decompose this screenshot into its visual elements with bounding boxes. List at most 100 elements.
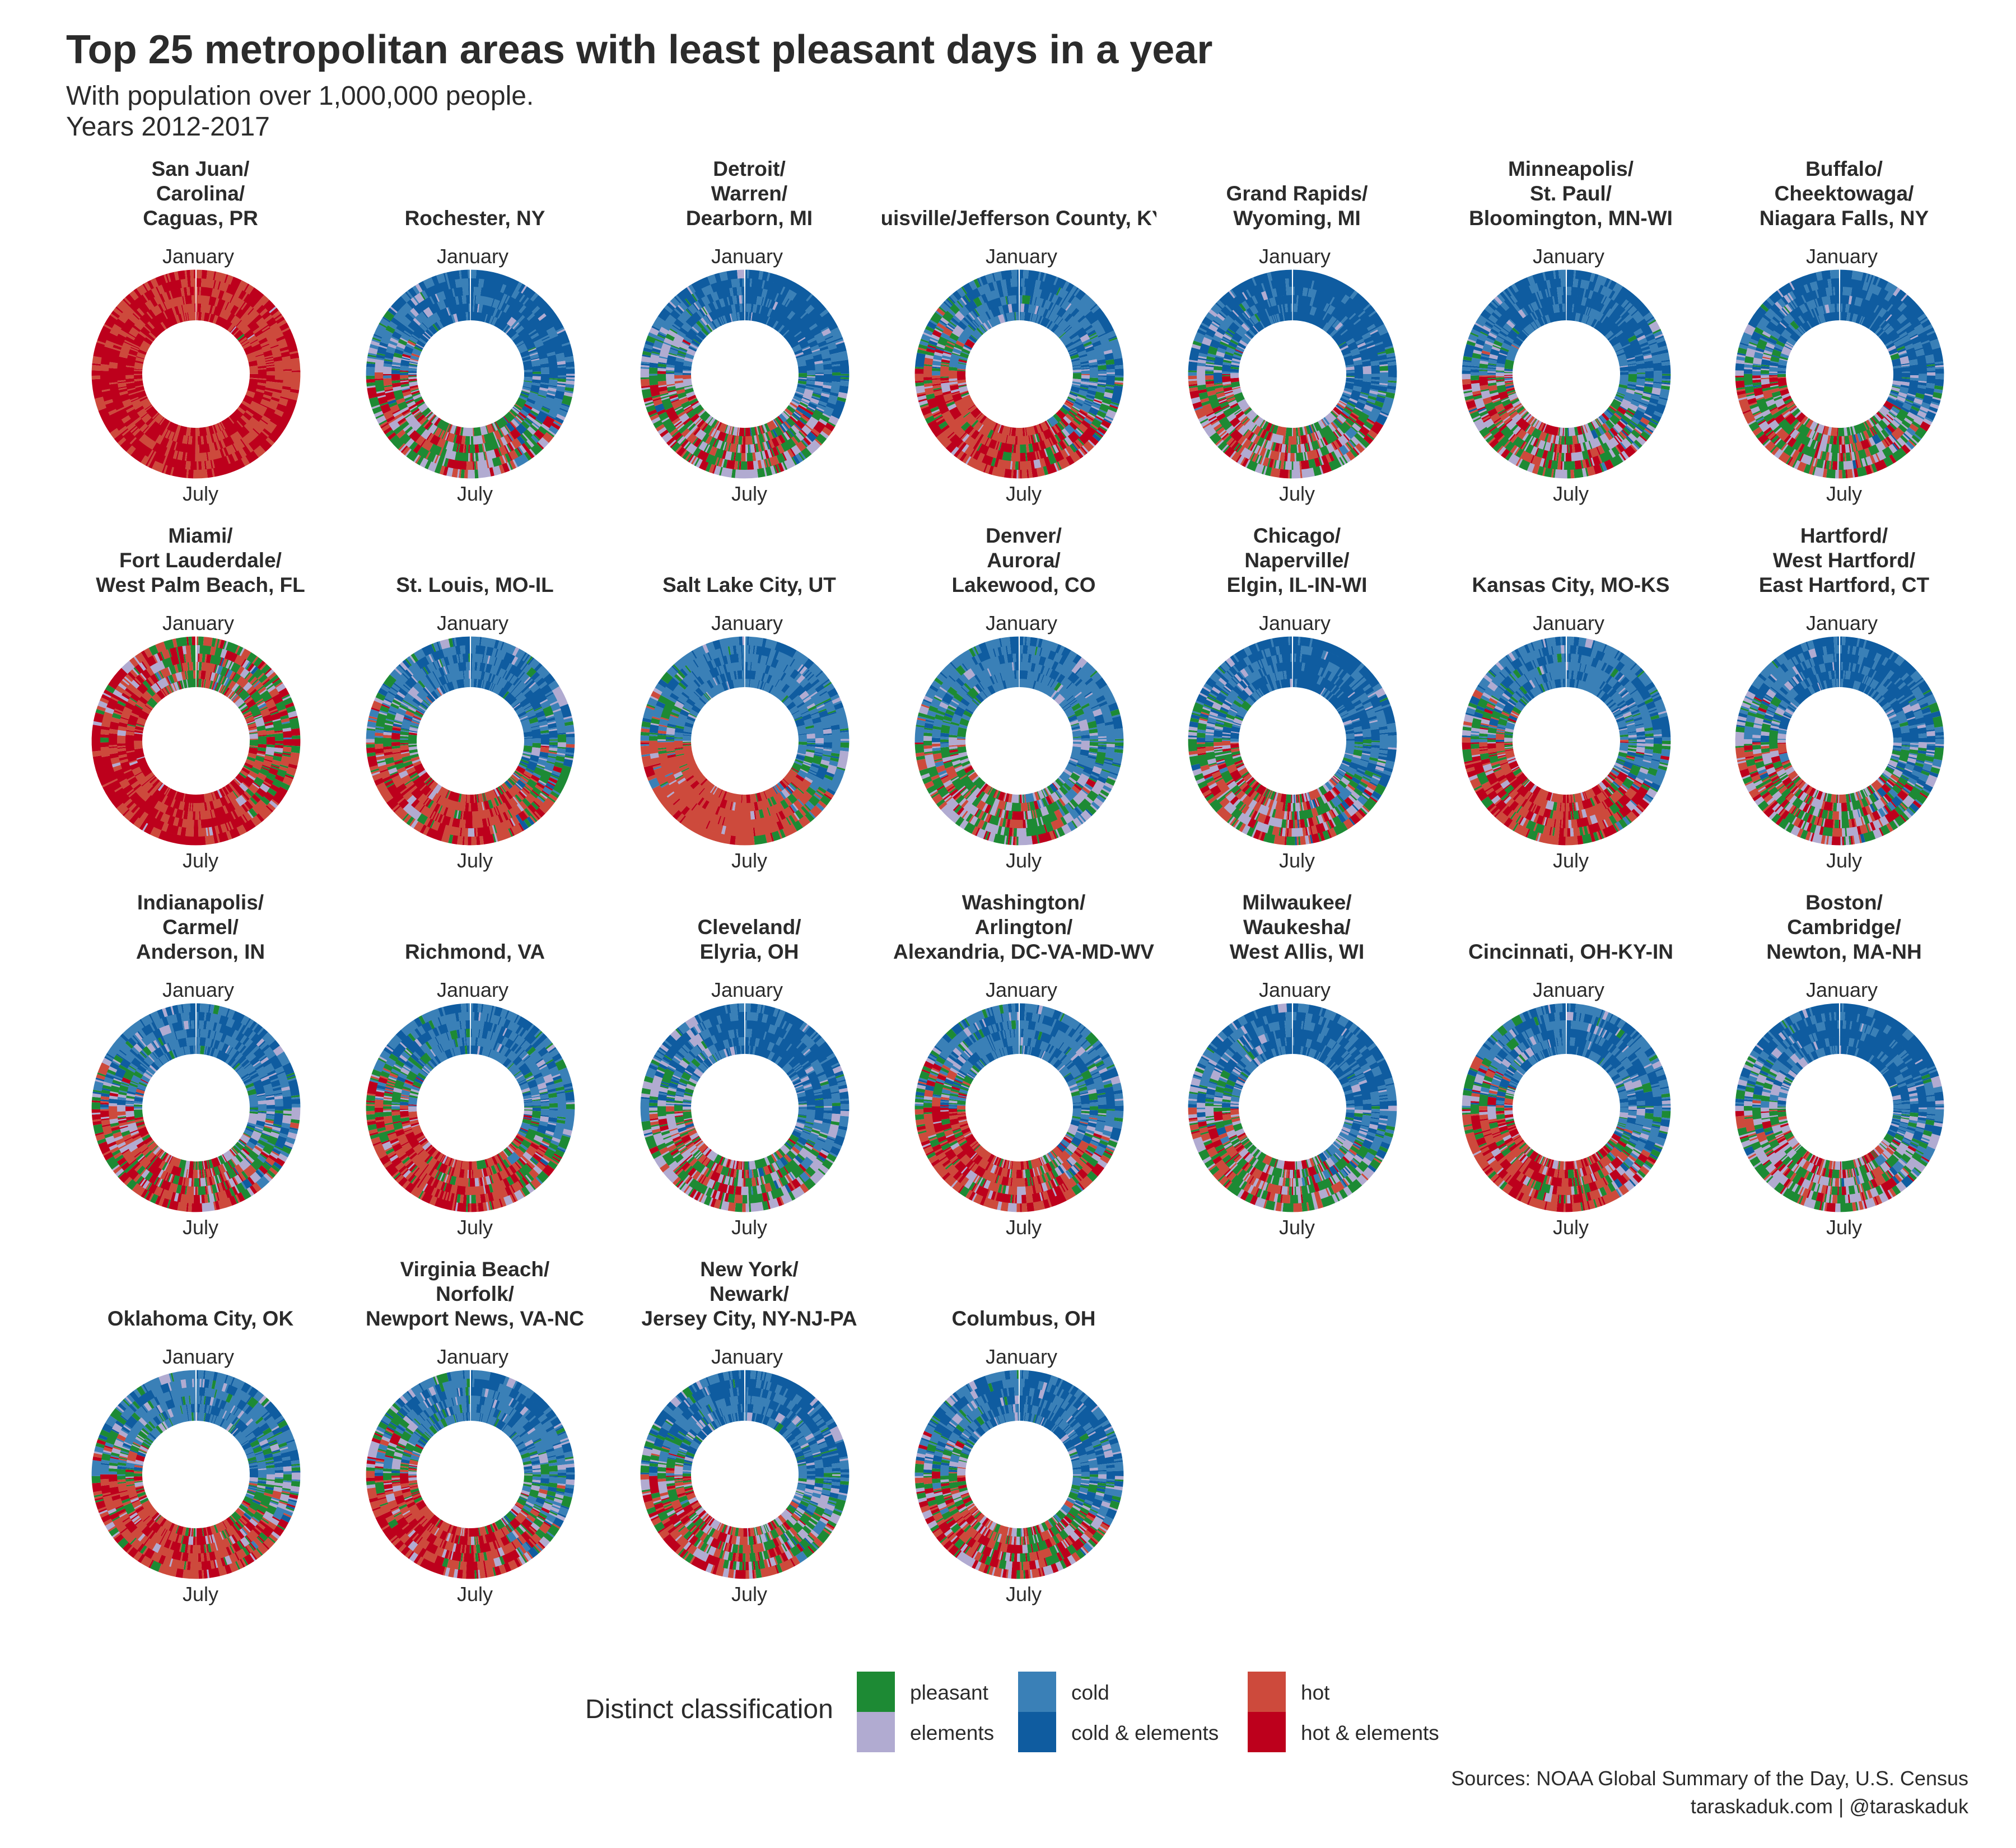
day-cell-pleasant [1567,469,1571,479]
day-cell-cold-elements [745,311,749,321]
day-cell-cold-elements [739,311,745,321]
day-cell-cold-elements [823,374,833,383]
day-cell-hot [136,284,147,296]
day-cell-cold [484,314,488,323]
day-cell-hot [157,284,165,295]
day-cell-cold-elements [1292,303,1294,312]
day-cell-hot [138,433,157,450]
day-cell-cold-elements [674,361,684,373]
axis-label-january: January [162,245,234,268]
day-cell-hot-elements [171,432,176,441]
day-cell-elements [1471,382,1481,392]
day-cell-hot-elements [139,312,152,325]
day-cell-hot-elements [109,383,124,410]
day-cell-hot [128,326,139,338]
day-cell-hot-elements [241,341,250,347]
day-cell-hot-elements [230,305,239,315]
day-cell-hot-elements [142,426,149,433]
day-cell-hot-elements [218,440,223,450]
facet-title-line: Niagara Falls, NY [1760,207,1929,230]
chart-subtitle-line-2: Years 2012-2017 [66,112,270,142]
day-cell-hot [216,431,225,441]
day-cell-hot [242,292,248,301]
day-cell-cold-elements [1105,375,1116,386]
day-cell-hot-elements [1018,461,1020,470]
day-cell-hot [272,391,282,399]
day-cell-hot-elements [257,379,267,384]
day-cell-hot [212,425,216,434]
day-cell-hot [265,360,274,363]
day-cell-hot-elements [143,337,153,346]
day-cell-cold [1106,374,1116,376]
day-cell-hot-elements [146,405,158,419]
day-cell-hot-elements [133,371,143,374]
day-cell-hot [227,323,235,333]
day-cell-hot [153,295,163,305]
day-cell-cold-elements [839,360,850,374]
day-cell-hot-elements [741,444,746,454]
facet-title-line: Rochester, NY [405,207,545,230]
ring [640,269,850,479]
day-cell-hot [216,441,221,450]
day-cell-cold-elements [1565,303,1566,312]
day-cell-cold-elements [1388,365,1397,378]
axis-label-january: January [1533,245,1604,268]
day-cell-hot [130,396,139,402]
day-cell-elements [468,469,475,479]
day-cell-cold [557,375,567,377]
facet-6: Minneapolis/St. Paul/Bloomington, MN-WIJ… [1462,157,1673,505]
day-cell-hot [148,419,156,428]
day-cell-cold-elements [1470,368,1480,373]
day-cell-hot [134,362,143,370]
day-cell-hot-elements [162,315,178,329]
day-cell-hot [277,338,288,349]
day-cell-hot-elements [1020,452,1026,462]
day-cell-cold-elements [741,303,745,312]
day-cell-hot [110,313,118,320]
day-cell-hot [178,305,183,314]
day-cell-cold [1470,372,1480,376]
day-cell-cold-elements [1213,372,1222,384]
day-cell-cold-elements [485,314,492,324]
day-cell-hot [1838,452,1841,462]
day-cell-hot [152,412,159,419]
day-cell-hot [1017,435,1030,445]
day-cell-hot [121,415,131,424]
day-cell-cold-elements [540,374,550,384]
day-cell-elements [1081,375,1090,379]
day-cell-hot-elements [150,297,158,307]
day-cell-hot [136,352,146,359]
day-cell-hot [92,356,102,365]
day-cell-pleasant [524,380,533,383]
day-cell-hot [174,314,180,324]
day-cell-hot-elements [213,458,245,477]
day-cell-elements [1555,469,1567,479]
day-cell-hot [226,444,236,455]
day-cell-hot-elements [170,440,176,450]
day-cell-hot-elements [248,360,258,367]
day-cell-hot [218,281,229,292]
day-cell-cold-elements [470,303,474,312]
day-cell-hot-elements [187,278,192,287]
day-cell-hot [200,436,204,445]
day-cell-hot [262,325,270,332]
day-cell-hot-elements [209,313,216,323]
day-cell-hot [263,394,272,400]
facet-title-line: Wyoming, MI [1233,207,1360,230]
day-cell-pleasant [1831,444,1839,454]
day-cell-cold-elements [745,269,748,279]
day-cell-cold-elements [532,365,542,372]
day-cell-hot-elements [266,364,275,367]
day-cell-cold [522,386,531,391]
day-cell-hot-elements [155,286,161,295]
day-cell-hot-elements [217,298,226,309]
day-cell-hot-elements [270,396,280,402]
day-cell-hot [245,390,256,398]
day-cell-hot [145,405,153,412]
day-cell-cold [1021,278,1025,287]
day-cell-hot-elements [157,303,164,312]
day-cell-cold [522,359,531,362]
day-cell-hot-elements [264,356,274,360]
day-cell-pleasant [740,461,748,470]
